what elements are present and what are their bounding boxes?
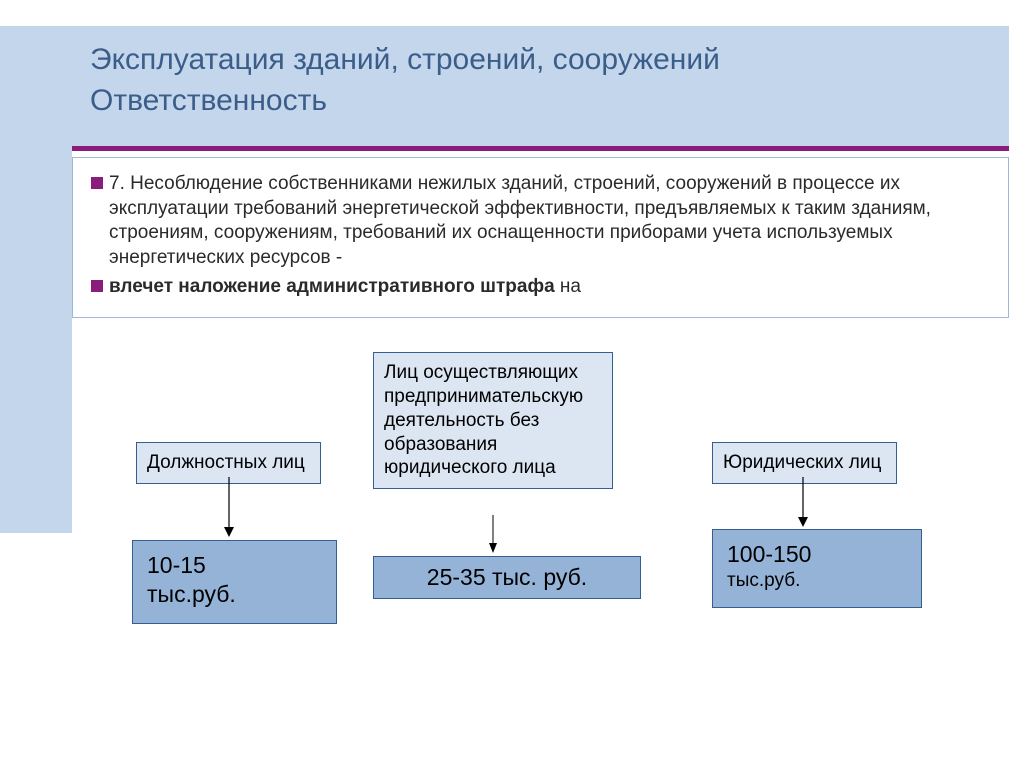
fine-amount-legal-entities: 100-150 тыс.руб. xyxy=(712,529,922,608)
accent-line xyxy=(72,146,1009,151)
arrow-down-icon xyxy=(486,515,500,555)
square-bullet-icon xyxy=(91,177,103,189)
fine-diagram: Должностных лиц Лиц осуществляющих предп… xyxy=(72,330,1009,650)
slide: Эксплуатация зданий, строений, сооружени… xyxy=(72,26,1009,753)
bullet-text: влечет наложение административного штраф… xyxy=(109,275,581,300)
left-accent-bar xyxy=(0,26,72,533)
bullet-item: влечет наложение административного штраф… xyxy=(91,275,990,300)
fine-amount-officials: 10-15 тыс.руб. xyxy=(132,540,337,624)
square-bullet-icon xyxy=(91,280,103,292)
arrow-down-icon xyxy=(796,477,810,529)
category-box-entrepreneurs: Лиц осуществляющих предпринимательскую д… xyxy=(373,352,613,489)
bullet-item: 7. Несоблюдение собственниками нежилых з… xyxy=(91,172,990,271)
bullet-text: 7. Несоблюдение собственниками нежилых з… xyxy=(109,172,990,271)
arrow-down-icon xyxy=(222,477,236,539)
content-box: 7. Несоблюдение собственниками нежилых з… xyxy=(72,157,1009,318)
fine-amount-entrepreneurs: 25-35 тыс. руб. xyxy=(373,556,641,599)
title-bar: Эксплуатация зданий, строений, сооружени… xyxy=(72,26,1009,146)
slide-title: Эксплуатация зданий, строений, сооружени… xyxy=(90,40,991,121)
